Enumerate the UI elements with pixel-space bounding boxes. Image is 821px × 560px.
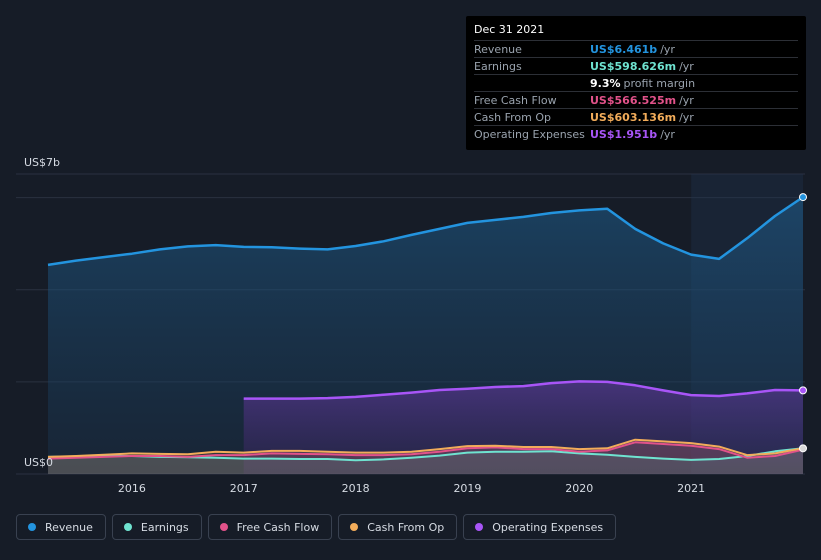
tooltip-row: Operating Expenses US$1.951b/yr bbox=[474, 125, 798, 142]
x-tick-label: 2021 bbox=[677, 482, 705, 495]
revenue-end-marker bbox=[799, 193, 807, 202]
revenue-line bbox=[47, 196, 804, 267]
legend-item-free-cash-flow[interactable]: Free Cash Flow bbox=[207, 514, 333, 540]
operating-expenses-end-marker bbox=[799, 386, 807, 395]
legend-dot-icon bbox=[475, 523, 484, 531]
legend-item-earnings[interactable]: Earnings bbox=[111, 514, 202, 540]
tooltip-row-label: Earnings bbox=[474, 59, 522, 73]
tooltip-row-value: 9.3% bbox=[590, 76, 621, 90]
y-axis-top-label: US$7b bbox=[24, 156, 60, 169]
x-tick-label: 2018 bbox=[342, 482, 370, 495]
tooltip-row: Earnings US$598.626m/yr bbox=[474, 57, 798, 74]
x-tick-label: 2016 bbox=[118, 482, 146, 495]
legend-dot-icon bbox=[350, 523, 359, 531]
tooltip-row: 9.3% profit margin bbox=[474, 74, 798, 91]
tooltip-row-unit: /yr bbox=[660, 127, 675, 141]
tooltip-row-unit: /yr bbox=[679, 59, 694, 73]
tooltip-row-unit: /yr bbox=[679, 110, 694, 124]
cash-from-op-line bbox=[47, 438, 804, 458]
chart-area: US$7b US$0 2016 2017 2018 2019 2020 2021 bbox=[16, 156, 807, 495]
tooltip-row-label: Free Cash Flow bbox=[474, 93, 557, 107]
tooltip-row-unit: profit margin bbox=[623, 76, 696, 90]
tooltip-row-value: US$598.626m bbox=[590, 59, 677, 73]
operating-expenses-area bbox=[243, 381, 803, 474]
series-lines bbox=[47, 196, 804, 462]
legend-label: Cash From Op bbox=[367, 520, 445, 534]
end-markers bbox=[799, 193, 807, 453]
legend-label: Revenue bbox=[45, 520, 93, 534]
tooltip-row-label: Operating Expenses bbox=[474, 127, 585, 141]
legend-label: Operating Expenses bbox=[492, 520, 604, 534]
legend-label: Free Cash Flow bbox=[236, 520, 320, 534]
tooltip-row-value: US$603.136m bbox=[590, 110, 677, 124]
y-axis-bottom-label: US$0 bbox=[24, 456, 53, 469]
operating-expenses-line bbox=[243, 380, 804, 400]
x-axis-ticks: 2016 2017 2018 2019 2020 2021 bbox=[118, 482, 705, 495]
tooltip-row-value: US$566.525m bbox=[590, 93, 677, 107]
chart-legend: Revenue Earnings Free Cash Flow Cash From O… bbox=[16, 514, 617, 540]
x-tick-label: 2017 bbox=[230, 482, 258, 495]
tooltip-row: Cash From Op US$603.136m/yr bbox=[474, 108, 798, 125]
tooltip-row: Free Cash Flow US$566.525m/yr bbox=[474, 91, 798, 108]
earnings-area bbox=[48, 448, 803, 474]
free-cash-flow-line bbox=[47, 441, 804, 460]
tooltip-rows: Revenue US$6.461b/yr Earnings US$598.626m/y… bbox=[474, 40, 798, 142]
tooltip-row-label: Cash From Op bbox=[474, 110, 552, 124]
x-tick-label: 2019 bbox=[453, 482, 481, 495]
legend-item-operating-expenses[interactable]: Operating Expenses bbox=[463, 514, 617, 540]
x-tick-label: 2020 bbox=[565, 482, 593, 495]
tooltip-row-label: Revenue bbox=[474, 42, 522, 56]
area-fills bbox=[48, 197, 803, 474]
earnings-end-marker bbox=[799, 444, 807, 453]
tooltip-row-unit: /yr bbox=[660, 42, 675, 56]
tooltip-row-value: US$6.461b bbox=[590, 42, 658, 56]
legend-item-revenue[interactable]: Revenue bbox=[16, 514, 106, 540]
legend-item-cash-from-op[interactable]: Cash From Op bbox=[338, 514, 458, 540]
tooltip-panel: Dec 31 2021 Revenue US$6.461b/yr Earnings U… bbox=[466, 16, 806, 150]
legend-dot-icon bbox=[28, 523, 36, 531]
legend-label: Earnings bbox=[140, 520, 189, 534]
tooltip-row-value: US$1.951b bbox=[590, 127, 658, 141]
tooltip-row-unit: /yr bbox=[679, 93, 694, 107]
tooltip-row: Revenue US$6.461b/yr bbox=[474, 40, 798, 57]
tooltip-date: Dec 31 2021 bbox=[474, 23, 545, 36]
legend-dot-icon bbox=[123, 523, 132, 531]
legend-dot-icon bbox=[219, 523, 228, 531]
free-cash-flow-area bbox=[48, 442, 803, 474]
